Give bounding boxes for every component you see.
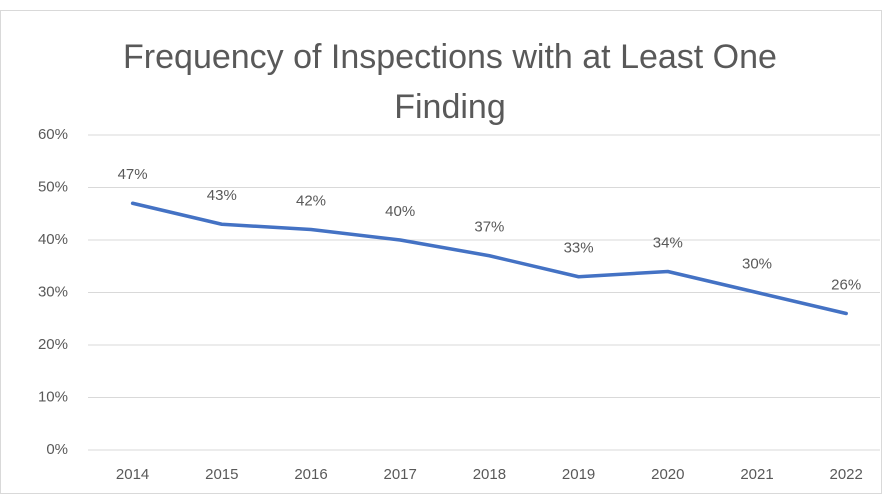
x-tick-label: 2014 bbox=[116, 466, 149, 483]
x-tick-label: 2018 bbox=[473, 466, 506, 483]
x-tick-label: 2016 bbox=[294, 466, 327, 483]
y-tick-label: 10% bbox=[38, 388, 68, 405]
chart-border bbox=[0, 10, 882, 494]
data-label: 37% bbox=[474, 219, 504, 236]
x-tick-label: 2019 bbox=[562, 466, 595, 483]
x-tick-label: 2017 bbox=[384, 466, 417, 483]
data-label: 42% bbox=[296, 192, 326, 209]
y-tick-label: 20% bbox=[38, 336, 68, 353]
data-label: 47% bbox=[118, 166, 148, 183]
x-tick-label: 2021 bbox=[740, 466, 773, 483]
x-tick-label: 2020 bbox=[651, 466, 684, 483]
y-tick-label: 50% bbox=[38, 178, 68, 195]
data-label: 33% bbox=[564, 240, 594, 257]
data-label: 26% bbox=[831, 276, 861, 293]
data-label: 30% bbox=[742, 255, 772, 272]
data-label: 43% bbox=[207, 187, 237, 204]
data-label: 34% bbox=[653, 234, 683, 251]
y-tick-label: 40% bbox=[38, 231, 68, 248]
y-tick-label: 30% bbox=[38, 283, 68, 300]
x-tick-label: 2015 bbox=[205, 466, 238, 483]
line-series bbox=[130, 201, 848, 316]
data-label: 40% bbox=[385, 203, 415, 220]
y-tick-label: 60% bbox=[38, 126, 68, 143]
x-tick-label: 2022 bbox=[830, 466, 863, 483]
y-tick-label: 0% bbox=[46, 441, 68, 458]
chart-title: Frequency of Inspections with at Least O… bbox=[123, 38, 777, 126]
